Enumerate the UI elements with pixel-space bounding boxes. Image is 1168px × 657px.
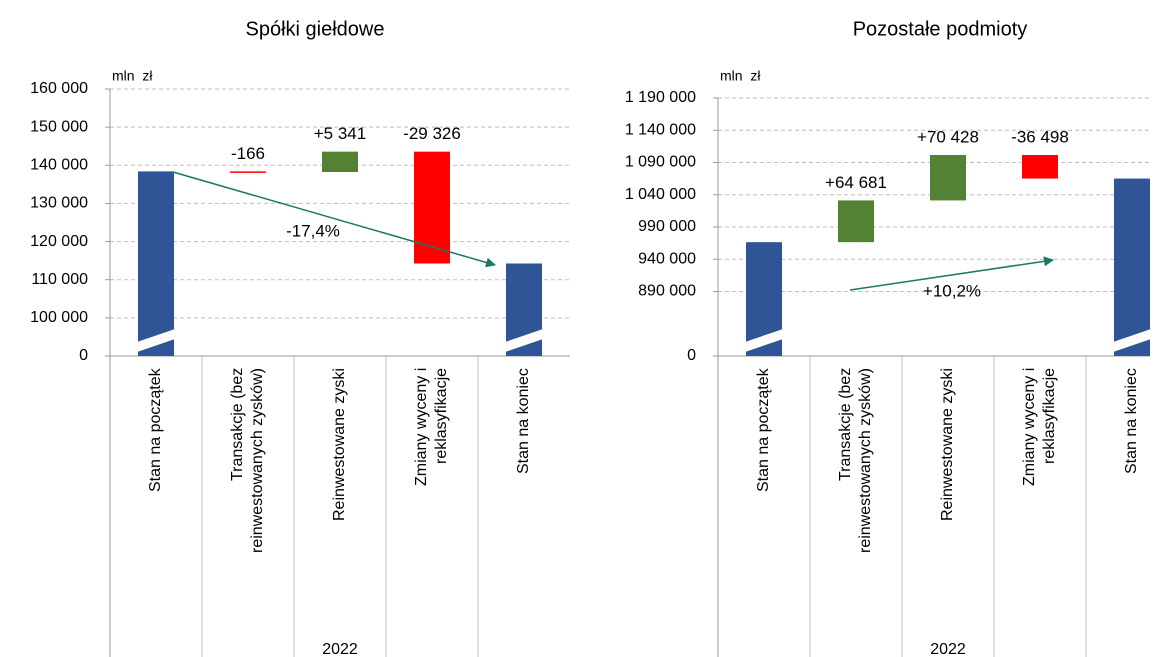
y-tick-label: 1 190 000	[625, 89, 696, 106]
bar	[838, 200, 874, 243]
y-tick-label: 0	[79, 347, 88, 364]
y-unit: mln zł	[720, 68, 761, 84]
trend-arrow	[172, 171, 496, 268]
y-tick-label: 160 000	[30, 80, 88, 97]
y-tick-label: 1 140 000	[625, 121, 696, 138]
bar	[322, 151, 358, 173]
axis-break-mark	[745, 329, 783, 352]
x-tick-label: Zmiany wyceny i reklasyfikacje	[413, 368, 450, 487]
axis-break-mark	[505, 329, 543, 352]
bar	[1114, 178, 1150, 356]
y-tick-label: 130 000	[30, 195, 88, 212]
y-tick-label: 940 000	[638, 250, 696, 267]
bar	[230, 171, 266, 173]
x-tick-label: Stan na koniec	[515, 368, 532, 474]
x-tick-label: Reinwestowane zyski	[331, 368, 348, 521]
y-tick-label: 990 000	[638, 218, 696, 235]
x-tick-label: Stan na początek	[147, 368, 164, 492]
y-tick-label: 0	[687, 347, 696, 364]
value-label: -29 326	[403, 124, 461, 143]
axis-break-mark	[1113, 329, 1151, 352]
value-label: +64 681	[825, 173, 887, 192]
chart-title: Pozostałe podmioty	[853, 18, 1028, 40]
y-tick-label: 120 000	[30, 233, 88, 250]
value-label: -166	[231, 144, 265, 163]
x-tick-label: Transakcje (bez reinwestowanych zysków)	[229, 368, 266, 553]
y-tick-label: 150 000	[30, 118, 88, 135]
x-tick-label: Stan na początek	[755, 368, 772, 492]
trend-arrows	[172, 171, 1054, 291]
chart-title: Spółki giełdowe	[246, 18, 385, 40]
y-tick-label: 140 000	[30, 157, 88, 174]
y-unit: mln zł	[112, 68, 153, 84]
x-tick-label: Transakcje (bez reinwestowanych zysków)	[837, 368, 874, 553]
axis-break-mark	[137, 329, 175, 352]
x-tick-label: Stan na koniec	[1123, 368, 1140, 474]
y-tick-label: 100 000	[30, 309, 88, 326]
bar	[1022, 155, 1058, 179]
y-tick-label: 110 000	[31, 271, 88, 288]
annotation: +10,2%	[923, 281, 981, 300]
value-label: +5 341	[314, 124, 366, 143]
value-label: -36 498	[1011, 127, 1069, 146]
bar	[930, 155, 966, 201]
trend-arrow	[849, 256, 1054, 291]
value-label: +70 428	[917, 127, 979, 146]
y-tick-label: 1 090 000	[625, 154, 696, 171]
bar	[138, 171, 174, 356]
group-label: 2022	[322, 641, 358, 657]
annotation: -17,4%	[286, 221, 340, 240]
x-tick-label: Reinwestowane zyski	[939, 368, 956, 521]
x-tick-label: Zmiany wyceny i reklasyfikacje	[1021, 368, 1058, 487]
bar	[414, 151, 450, 264]
y-tick-label: 890 000	[638, 283, 696, 300]
group-label: 2022	[930, 641, 966, 657]
y-tick-label: 1 040 000	[625, 186, 696, 203]
